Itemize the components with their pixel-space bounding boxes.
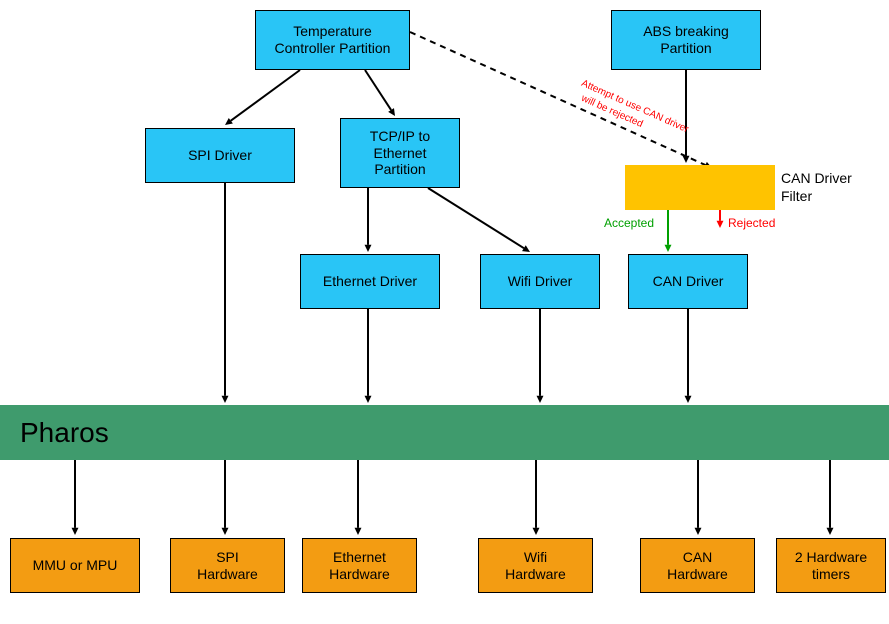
node-label: CAN Driver — [653, 273, 724, 290]
node-eth_hw: Ethernet Hardware — [302, 538, 417, 593]
label-filter_lbl1: CAN Driver — [781, 170, 852, 186]
node-pharos: Pharos — [0, 405, 889, 460]
node-can_driver: CAN Driver — [628, 254, 748, 309]
node-label: Pharos — [20, 416, 109, 450]
node-label: MMU or MPU — [33, 557, 118, 574]
node-can_hw: CAN Hardware — [640, 538, 755, 593]
label-rejected: Rejected — [728, 216, 775, 230]
label-accepted: Accepted — [604, 216, 654, 230]
node-wifi_driver: Wifi Driver — [480, 254, 600, 309]
node-tcp_eth: TCP/IP to Ethernet Partition — [340, 118, 460, 188]
node-can_filter — [625, 165, 775, 210]
node-spi_driver: SPI Driver — [145, 128, 295, 183]
diagram-svg — [0, 0, 889, 624]
node-temp_ctrl: Temperature Controller Partition — [255, 10, 410, 70]
node-label: TCP/IP to Ethernet Partition — [370, 128, 430, 178]
node-label: SPI Hardware — [197, 549, 258, 583]
node-label: Ethernet Driver — [323, 273, 417, 290]
node-timers: 2 Hardware timers — [776, 538, 886, 593]
node-label: Wifi Hardware — [505, 549, 566, 583]
node-label: 2 Hardware timers — [795, 549, 867, 583]
node-label: Ethernet Hardware — [329, 549, 390, 583]
label-filter_lbl2: Filter — [781, 188, 812, 204]
node-label: Wifi Driver — [508, 273, 573, 290]
node-eth_driver: Ethernet Driver — [300, 254, 440, 309]
node-abs_part: ABS breaking Partition — [611, 10, 761, 70]
node-label: Temperature Controller Partition — [275, 23, 391, 57]
node-wifi_hw: Wifi Hardware — [478, 538, 593, 593]
node-mmu: MMU or MPU — [10, 538, 140, 593]
node-spi_hw: SPI Hardware — [170, 538, 285, 593]
node-label: SPI Driver — [188, 147, 252, 164]
node-label: ABS breaking Partition — [643, 23, 729, 57]
node-label: CAN Hardware — [667, 549, 728, 583]
